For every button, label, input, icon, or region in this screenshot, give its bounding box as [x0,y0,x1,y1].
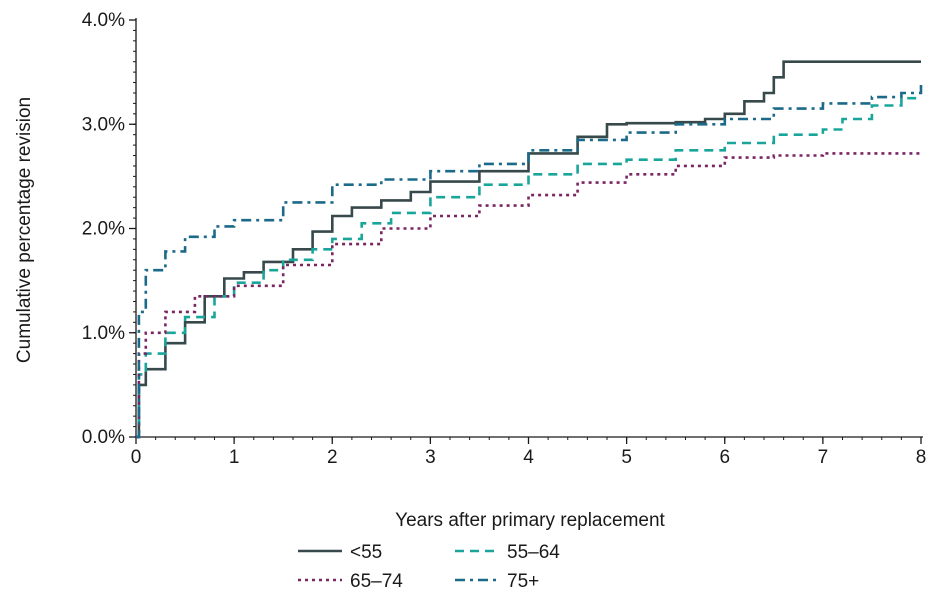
series-line [136,84,923,439]
x-tick-label: 4 [523,447,534,468]
x-tick-label: 5 [621,447,632,468]
x-tick-label: 6 [719,447,730,468]
x-tick-label: 7 [818,447,829,468]
plot-lines [136,60,923,439]
series-line [136,60,921,439]
y-tick-label: 4.0% [82,10,125,31]
legend-label: 65–74 [350,571,403,592]
legend-label: 75+ [507,571,539,592]
series-line [136,96,923,439]
y-axis-title: Cumulative percentage revision [14,97,35,363]
x-axis-title: Years after primary replacement [395,510,665,531]
x-tick-label: 8 [916,447,927,468]
y-tick-label: 3.0% [82,114,125,135]
axes: 0.0% 1.0% 2.0% 3.0% 4.0% 0 1 2 3 4 5 6 7 8 [82,10,927,468]
x-tick-label: 2 [327,447,338,468]
y-tick-label: 0.0% [82,427,125,448]
legend: <55 55–64 65–74 75+ [298,542,560,592]
y-tick-label: 1.0% [82,323,125,344]
legend-label: 55–64 [507,542,560,563]
series-line [136,151,923,439]
x-tick-label: 0 [131,447,142,468]
y-tick-label: 2.0% [82,219,125,240]
x-tick-label: 1 [229,447,240,468]
x-tick-label: 3 [425,447,436,468]
legend-label: <55 [350,542,382,563]
